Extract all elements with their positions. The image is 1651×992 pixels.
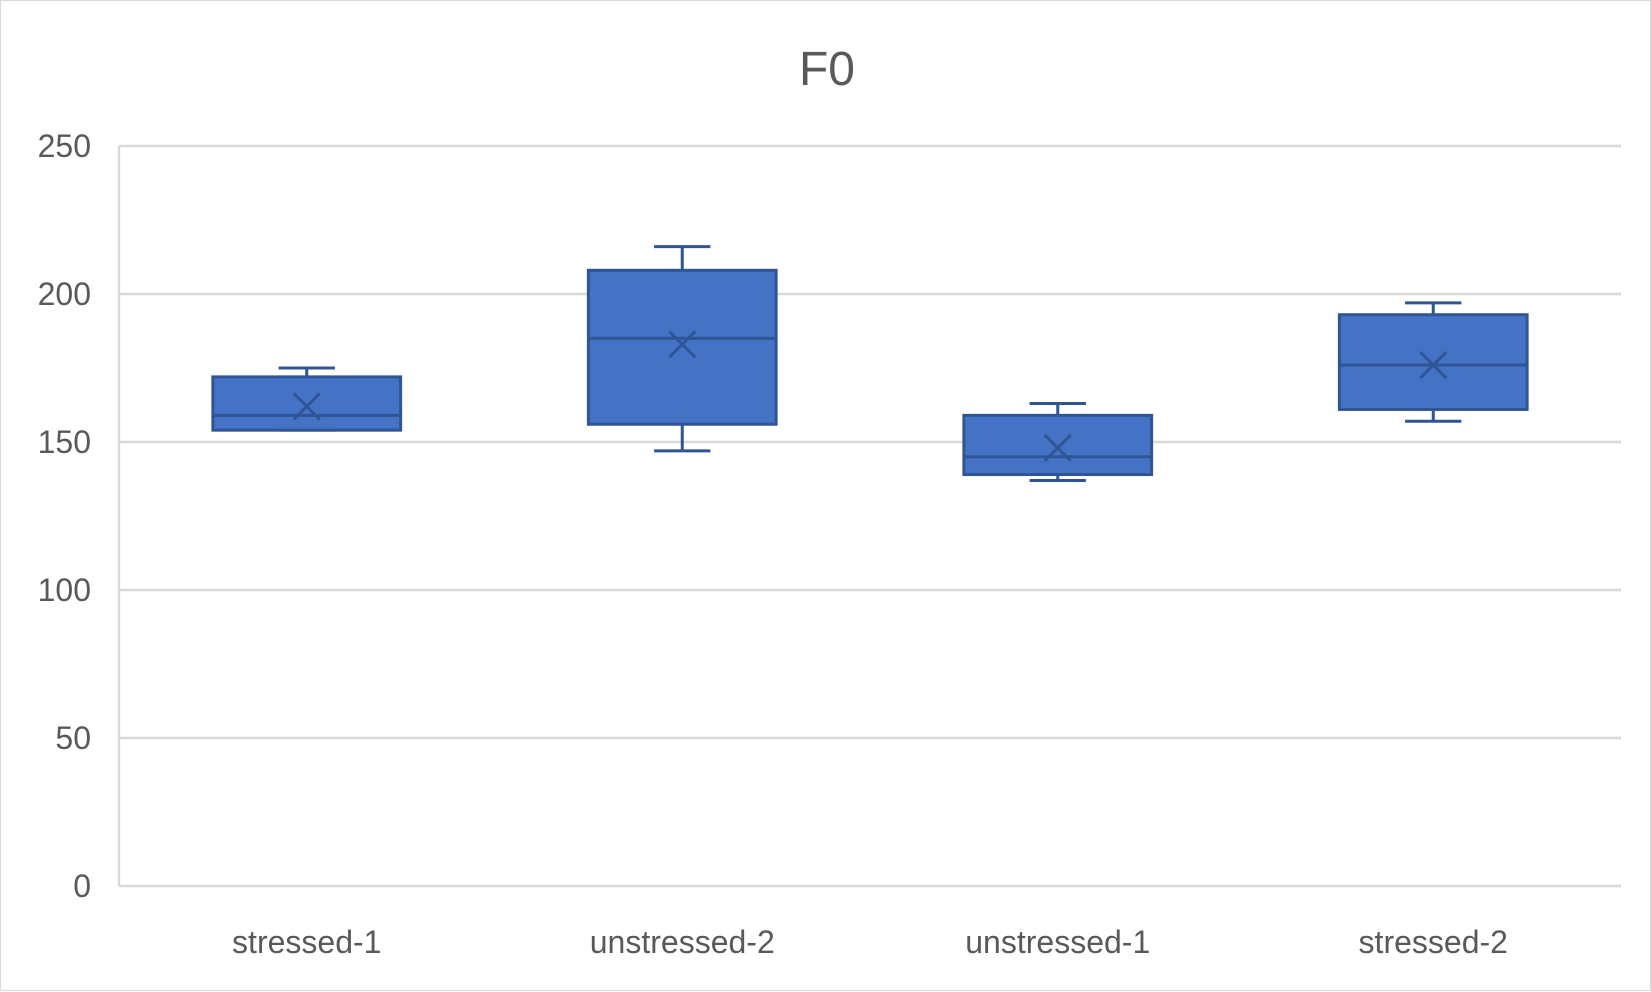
gridlines (117, 144, 1621, 888)
x-axis-ticks: stressed-1 unstressed-2 unstressed-1 stress… (232, 924, 1508, 960)
chart-title: F0 (799, 43, 855, 96)
boxes (211, 245, 1529, 482)
y-axis-ticks: 0 50 100 150 200 250 (38, 128, 91, 904)
mean-marker (292, 392, 321, 421)
box-stressed-1 (211, 366, 403, 432)
mean-marker (1043, 433, 1072, 462)
iqr-box (962, 413, 1154, 477)
mean-marker (668, 330, 697, 359)
y-tick-label: 250 (38, 128, 91, 164)
y-tick-label: 0 (73, 868, 91, 904)
x-tick-label: unstressed-2 (590, 924, 775, 960)
y-tick-label: 100 (38, 572, 91, 608)
x-tick-label: stressed-2 (1359, 924, 1508, 960)
x-tick-label: unstressed-1 (965, 924, 1150, 960)
y-tick-label: 150 (38, 424, 91, 460)
iqr-box (211, 375, 403, 432)
mean-marker (1419, 350, 1448, 380)
x-tick-label: stressed-1 (232, 924, 381, 960)
box-unstressed-2 (586, 245, 778, 453)
box-unstressed-1 (962, 402, 1154, 482)
y-tick-label: 200 (38, 276, 91, 312)
y-tick-label: 50 (55, 720, 91, 756)
iqr-box (1337, 313, 1529, 411)
iqr-box (586, 268, 778, 426)
box-stressed-2 (1337, 301, 1529, 423)
